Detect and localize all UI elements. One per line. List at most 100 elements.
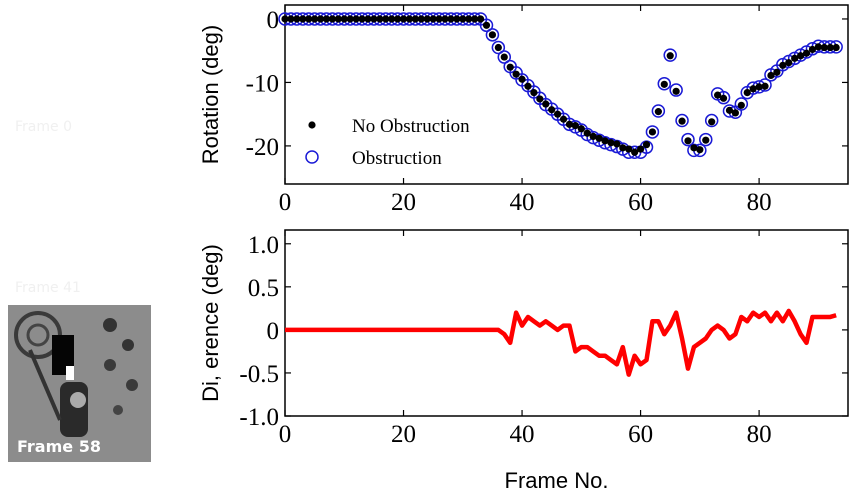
marker-dot [648,128,657,136]
image-shape [104,359,116,371]
marker-dot [737,101,745,109]
marker-circle [669,83,683,97]
legend-marker [305,150,319,164]
image-shape [103,318,117,332]
marker-dot [536,95,544,103]
marker-circle [699,132,713,147]
data-line [285,308,837,377]
marker-dot [577,125,585,133]
marker-dot [512,70,520,78]
thumbnail [8,305,151,462]
marker-dot [690,144,698,152]
marker-dot [672,87,680,95]
marker-dot [435,15,443,23]
marker-dot [607,139,615,147]
marker-dot [714,91,722,99]
image-label: Frame 0 [15,119,72,135]
marker-dot [494,43,502,52]
marker-dot [370,15,378,23]
marker-dot [423,15,431,23]
legend-marker [308,121,316,129]
marker-dot [832,43,840,52]
marker-dot [601,137,609,145]
marker-dot [820,43,828,52]
marker-dot [619,144,627,152]
marker-dot [405,15,414,23]
marker-circle [491,40,506,55]
y-tick-label: -20 [246,134,279,161]
marker-dot [702,136,710,144]
x-tick-label: 20 [391,189,416,216]
image-shape [52,335,74,375]
marker-dot [684,137,692,145]
marker-dot [749,85,757,93]
marker-circle [497,50,512,64]
image-shape [126,379,138,391]
marker-dot [518,75,526,83]
y-tick-label: 1.0 [248,232,279,259]
marker-dot [636,145,645,153]
x-tick-label: 80 [747,189,772,216]
x-tick-label: 20 [391,421,416,448]
marker-circle [485,28,500,42]
marker-dot [666,52,674,60]
y-tick-label: -0.5 [239,361,279,388]
marker-dot [316,15,325,23]
y-tick-label: 0 [267,7,280,34]
marker-dot [340,15,348,23]
image-shape [66,366,74,380]
image-shape [113,405,123,415]
marker-dot [802,49,811,57]
y-tick-label: 0.5 [248,275,279,302]
marker-dot [654,108,662,116]
marker-circle [734,97,749,111]
marker-dot [625,145,633,153]
marker-dot [814,43,822,51]
marker-dot [471,15,479,23]
image-shape [26,323,50,347]
marker-dot [779,61,787,69]
marker-dot [328,15,337,23]
image-shape [122,339,134,351]
marker-circle [645,125,660,139]
marker-dot [542,100,550,108]
marker-dot [554,110,562,118]
marker-dot [482,21,491,29]
marker-dot [500,53,508,61]
marker-dot [595,134,603,142]
marker-dot [796,52,805,60]
marker-circle [657,76,672,91]
marker-circle [704,113,719,128]
x-tick-label: 40 [510,189,535,216]
marker-dot [453,15,461,23]
marker-dot [571,122,579,130]
marker-dot [376,15,384,23]
x-axis-label: Frame No. [505,468,609,493]
y-axis-label: Di, erence (deg) [198,244,223,402]
marker-circle [681,132,695,147]
marker-dot [417,15,425,23]
marker-dot [352,15,360,23]
marker-dot [767,71,775,80]
legend-label: Obstruction [352,148,442,169]
marker-dot [660,80,668,88]
x-tick-label: 80 [747,421,772,448]
image-label: Frame 41 [15,280,81,296]
marker-dot [530,88,538,97]
image-shape [28,349,62,421]
marker-dot [808,45,817,54]
image-label: Frame 58 [17,437,101,456]
marker-dot [399,15,408,23]
x-tick-label: 40 [510,421,535,448]
marker-dot [755,83,763,91]
marker-dot [447,15,455,23]
y-tick-label: 0 [267,318,280,345]
marker-dot [583,129,591,137]
image-shape [70,392,86,408]
marker-dot [743,88,751,97]
marker-dot [642,141,651,149]
plot-frame [284,4,849,185]
x-tick-label: 60 [628,189,653,216]
x-tick-label: 0 [279,421,292,448]
